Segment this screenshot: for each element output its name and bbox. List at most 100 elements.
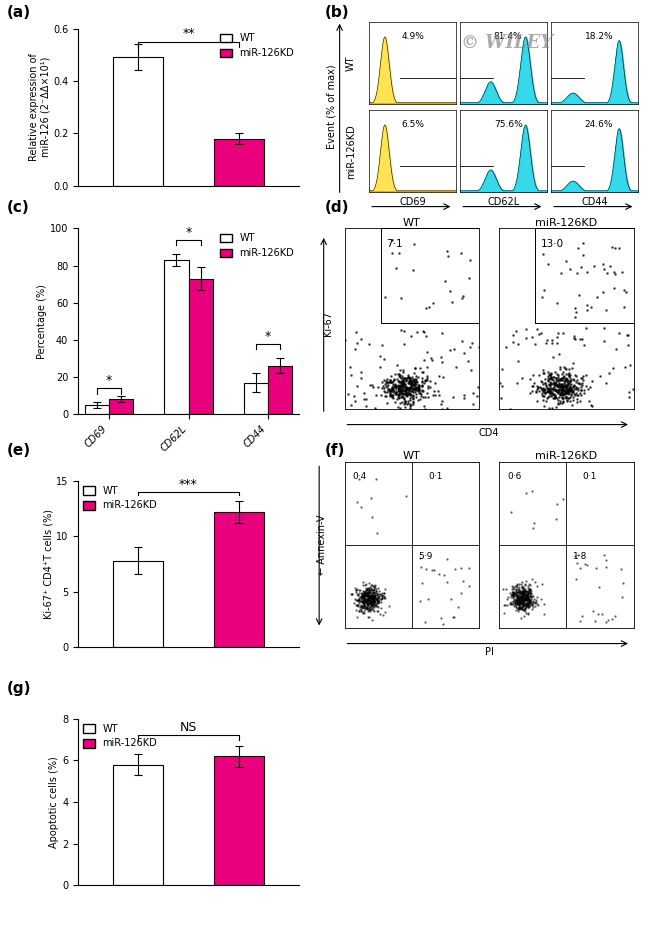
Point (361, 592, 372, 607)
Point (556, 372, 567, 387)
Point (511, 582, 521, 597)
Point (543, 368, 554, 384)
Point (573, 240, 583, 255)
Point (548, 369, 558, 385)
Point (519, 589, 530, 605)
Point (417, 373, 427, 388)
Point (513, 588, 523, 604)
Point (361, 600, 372, 615)
Point (369, 580, 379, 595)
Point (532, 578, 542, 593)
Point (408, 378, 419, 393)
Point (528, 379, 538, 394)
Point (515, 596, 525, 611)
Point (514, 596, 524, 611)
Point (563, 384, 573, 399)
Point (395, 395, 406, 410)
Point (379, 384, 389, 399)
Bar (214, 512, 264, 647)
Text: **: ** (182, 28, 195, 40)
Point (562, 378, 572, 393)
Point (406, 374, 416, 389)
Point (380, 385, 390, 400)
Point (387, 380, 398, 395)
Point (510, 595, 521, 610)
Point (446, 591, 456, 606)
Point (519, 589, 530, 605)
Point (366, 587, 376, 603)
Point (363, 585, 374, 601)
Point (518, 592, 528, 607)
Point (550, 389, 560, 405)
Point (372, 594, 382, 609)
Point (518, 594, 528, 609)
Point (369, 585, 380, 601)
Text: (c): (c) (6, 200, 29, 215)
Point (369, 581, 379, 596)
Point (388, 373, 398, 388)
Point (363, 586, 373, 602)
Point (385, 374, 396, 389)
Point (363, 589, 373, 605)
Point (413, 382, 423, 397)
Point (387, 232, 397, 248)
Point (534, 379, 545, 394)
Point (367, 590, 377, 605)
Point (515, 588, 525, 604)
Point (508, 586, 519, 602)
Point (514, 586, 524, 602)
Point (510, 584, 521, 599)
Point (356, 600, 367, 615)
Point (532, 589, 542, 605)
Point (576, 371, 586, 387)
Point (367, 582, 377, 597)
Point (365, 377, 375, 392)
Point (516, 589, 526, 605)
Point (523, 589, 533, 605)
Point (356, 365, 367, 380)
Point (575, 331, 585, 347)
Point (558, 390, 569, 406)
Point (377, 587, 387, 603)
Point (369, 599, 379, 614)
Point (523, 591, 533, 606)
Point (555, 359, 566, 374)
Point (566, 387, 576, 402)
Point (361, 587, 372, 603)
Bar (164, 260, 188, 414)
Point (517, 585, 528, 600)
Point (532, 322, 543, 337)
Point (517, 602, 528, 617)
Point (513, 589, 523, 605)
Point (363, 588, 374, 604)
Point (515, 585, 525, 601)
Point (539, 383, 549, 398)
Point (577, 378, 587, 393)
Point (517, 598, 528, 613)
Point (354, 590, 364, 605)
Point (577, 375, 588, 390)
Point (564, 381, 575, 396)
Point (377, 337, 387, 352)
Point (416, 388, 426, 404)
Point (536, 577, 547, 592)
Point (507, 585, 517, 600)
Point (556, 387, 567, 403)
Point (563, 367, 573, 382)
Point (547, 349, 558, 365)
Point (562, 385, 572, 400)
Point (358, 593, 369, 608)
Point (553, 374, 564, 389)
Point (399, 378, 410, 393)
Point (363, 585, 374, 600)
Point (363, 602, 373, 617)
Point (525, 595, 536, 610)
Point (540, 371, 550, 387)
Point (411, 383, 421, 398)
Point (543, 381, 553, 396)
Point (513, 592, 523, 607)
Point (508, 593, 518, 608)
Point (384, 382, 394, 397)
Point (525, 585, 535, 601)
Point (389, 376, 400, 391)
